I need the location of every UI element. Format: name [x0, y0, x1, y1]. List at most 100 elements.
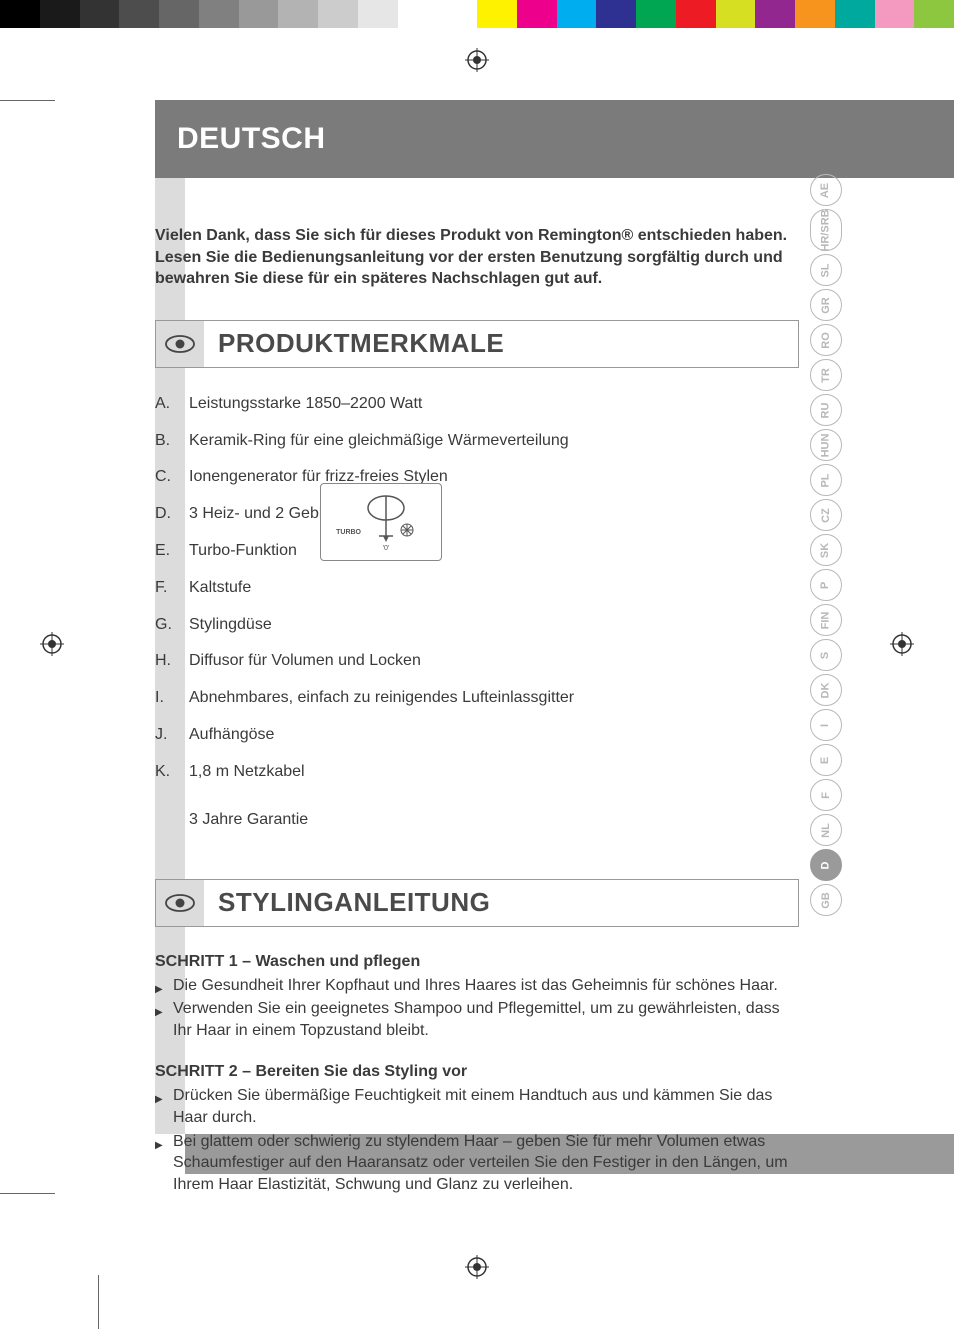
- step-list: Die Gesundheit Ihrer Kopfhaut und Ihres …: [155, 975, 799, 1042]
- lang-tab-pl[interactable]: PL: [810, 464, 842, 496]
- zero-label: '0': [383, 545, 390, 552]
- color-swatch: [716, 0, 756, 28]
- lang-tab-s[interactable]: S: [810, 639, 842, 671]
- feature-text: Aufhängöse: [189, 725, 274, 746]
- lang-tab-i[interactable]: I: [810, 709, 842, 741]
- lang-code: SK: [821, 542, 832, 557]
- lang-tab-sk[interactable]: SK: [810, 534, 842, 566]
- section-heading-features: PRODUKTMERKMALE: [155, 320, 799, 368]
- registration-mark-icon: [465, 1255, 489, 1279]
- feature-item: J.Aufhängöse: [155, 725, 799, 746]
- lang-tab-e[interactable]: E: [810, 744, 842, 776]
- lang-tab-ru[interactable]: RU: [810, 394, 842, 426]
- arrow-icon: [155, 1085, 173, 1128]
- lang-code: GR: [821, 297, 832, 314]
- step-bullet-text: Drücken Sie übermäßige Feuchtigkeit mit …: [173, 1085, 799, 1128]
- step-bullet: Verwenden Sie ein geeignetes Shampoo und…: [155, 998, 799, 1041]
- feature-text: Stylingdüse: [189, 615, 272, 636]
- step-title: SCHRITT 1 – Waschen und pflegen: [155, 953, 799, 971]
- step-bullet-text: Die Gesundheit Ihrer Kopfhaut und Ihres …: [173, 975, 778, 997]
- feature-item: G.Stylingdüse: [155, 615, 799, 636]
- color-swatch: [278, 0, 318, 28]
- registration-mark-icon: [890, 632, 914, 656]
- lang-code: NL: [820, 823, 831, 838]
- lang-code: RO: [821, 332, 832, 349]
- step-bullet: Die Gesundheit Ihrer Kopfhaut und Ihres …: [155, 975, 799, 997]
- color-swatch: [358, 0, 398, 28]
- lang-tab-hun[interactable]: HUN: [810, 429, 842, 461]
- registration-mark-icon: [40, 632, 64, 656]
- lang-tab-cz[interactable]: CZ: [810, 499, 842, 531]
- arrow-icon: [155, 998, 173, 1041]
- content-area: Vielen Dank, dass Sie sich für dieses Pr…: [155, 225, 799, 1217]
- color-swatch: [914, 0, 954, 28]
- color-swatch: [557, 0, 597, 28]
- lang-code: CZ: [820, 508, 831, 523]
- color-calibration-bar: [0, 0, 954, 28]
- lang-tab-fin[interactable]: FIN: [810, 604, 842, 636]
- arrow-icon: [155, 975, 173, 997]
- feature-letter: E.: [155, 541, 189, 562]
- feature-item: E.Turbo-Funktion: [155, 541, 799, 562]
- feature-text: Keramik-Ring für eine gleichmäßige Wärme…: [189, 431, 569, 452]
- feature-text: Abnehmbares, einfach zu reinigendes Luft…: [189, 688, 574, 709]
- lang-code: GB: [821, 892, 832, 909]
- section-heading-styling: STYLINGANLEITUNG: [155, 879, 799, 927]
- turbo-button-diagram: TURBO '0': [320, 483, 442, 561]
- feature-text: Diffusor für Volumen und Locken: [189, 651, 421, 672]
- lang-tab-p[interactable]: P: [810, 569, 842, 601]
- lang-tab-f[interactable]: F: [810, 779, 842, 811]
- page-title: DEUTSCH: [177, 122, 326, 156]
- lang-tab-dk[interactable]: DK: [810, 674, 842, 706]
- feature-letter: K.: [155, 762, 189, 783]
- lang-tab-sl[interactable]: SL: [810, 254, 842, 286]
- arrow-icon: [155, 1131, 173, 1196]
- color-swatch: [755, 0, 795, 28]
- lang-tab-tr[interactable]: TR: [810, 359, 842, 391]
- lang-tab-nl[interactable]: NL: [810, 814, 842, 846]
- feature-list: A.Leistungsstarke 1850–2200 WattB.Kerami…: [155, 394, 799, 783]
- feature-item: H.Diffusor für Volumen und Locken: [155, 651, 799, 672]
- color-swatch: [199, 0, 239, 28]
- turbo-label: TURBO: [336, 529, 361, 536]
- lang-code: I: [821, 723, 832, 726]
- section-heading-label: PRODUKTMERKMALE: [204, 321, 798, 367]
- color-swatch: [80, 0, 120, 28]
- feature-item: D.3 Heiz- und 2 Gebläsestufen: [155, 504, 799, 525]
- color-swatch: [437, 0, 477, 28]
- page-header: DEUTSCH: [155, 100, 954, 178]
- feature-item: K.1,8 m Netzkabel: [155, 762, 799, 783]
- eye-icon: [156, 321, 204, 367]
- lang-code: SL: [821, 263, 832, 277]
- eye-icon: [156, 880, 204, 926]
- feature-letter: F.: [155, 578, 189, 599]
- lang-code: RU: [820, 402, 831, 418]
- lang-code: DK: [820, 682, 831, 698]
- intro-paragraph: Vielen Dank, dass Sie sich für dieses Pr…: [155, 225, 799, 290]
- feature-item: C.Ionengenerator für frizz-freies Stylen: [155, 467, 799, 488]
- step-bullet-text: Verwenden Sie ein geeignetes Shampoo und…: [173, 998, 799, 1041]
- lang-tab-ae[interactable]: AE: [810, 174, 842, 206]
- lang-tab-hrsrb[interactable]: HR/SRB: [810, 209, 842, 251]
- lang-tab-gb[interactable]: GB: [810, 884, 842, 916]
- color-swatch: [835, 0, 875, 28]
- lang-code: P: [821, 581, 832, 588]
- feature-text: Turbo-Funktion: [189, 541, 297, 562]
- lang-tab-ro[interactable]: RO: [810, 324, 842, 356]
- lang-code: FIN: [820, 611, 831, 629]
- step-list: Drücken Sie übermäßige Feuchtigkeit mit …: [155, 1085, 799, 1195]
- lang-tab-gr[interactable]: GR: [810, 289, 842, 321]
- color-swatch: [636, 0, 676, 28]
- feature-item: I.Abnehmbares, einfach zu reinigendes Lu…: [155, 688, 799, 709]
- lang-code: E: [821, 756, 832, 763]
- color-swatch: [477, 0, 517, 28]
- styling-steps: SCHRITT 1 – Waschen und pflegen Die Gesun…: [155, 953, 799, 1196]
- lang-tab-d[interactable]: D: [810, 849, 842, 881]
- color-swatch: [119, 0, 159, 28]
- feature-letter: I.: [155, 688, 189, 709]
- section-heading-label: STYLINGANLEITUNG: [204, 880, 798, 926]
- feature-text: 1,8 m Netzkabel: [189, 762, 305, 783]
- color-swatch: [40, 0, 80, 28]
- feature-letter: A.: [155, 394, 189, 415]
- language-tabs: GB D NL F E I DK S FIN P SK CZ PLHUN RU TR RO GR SL HR/SRB…: [806, 174, 846, 916]
